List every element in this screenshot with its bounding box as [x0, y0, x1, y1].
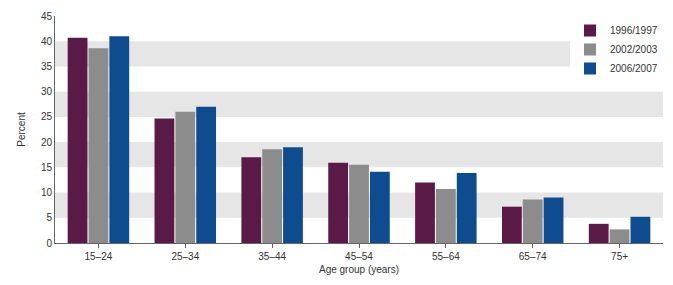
svg-text:45: 45 — [41, 11, 53, 22]
svg-text:25: 25 — [41, 111, 53, 122]
svg-text:5: 5 — [46, 212, 52, 223]
svg-text:30: 30 — [41, 86, 53, 97]
svg-text:2002/2003: 2002/2003 — [610, 44, 658, 55]
svg-text:35: 35 — [41, 61, 53, 72]
svg-text:75+: 75+ — [611, 251, 628, 262]
svg-text:2006/2007: 2006/2007 — [610, 63, 658, 74]
svg-text:65–74: 65–74 — [519, 251, 547, 262]
svg-text:55–64: 55–64 — [432, 251, 460, 262]
svg-text:35–44: 35–44 — [258, 251, 286, 262]
svg-text:1996/1997: 1996/1997 — [610, 25, 658, 36]
svg-text:15: 15 — [41, 162, 53, 173]
svg-text:20: 20 — [41, 137, 53, 148]
svg-text:0: 0 — [46, 238, 52, 249]
svg-text:Percent: Percent — [16, 112, 27, 147]
svg-text:45–54: 45–54 — [345, 251, 373, 262]
svg-text:40: 40 — [41, 36, 53, 47]
svg-text:10: 10 — [41, 187, 53, 198]
svg-text:25–34: 25–34 — [171, 251, 199, 262]
svg-text:15–24: 15–24 — [85, 251, 113, 262]
svg-text:Age group (years): Age group (years) — [319, 264, 399, 275]
